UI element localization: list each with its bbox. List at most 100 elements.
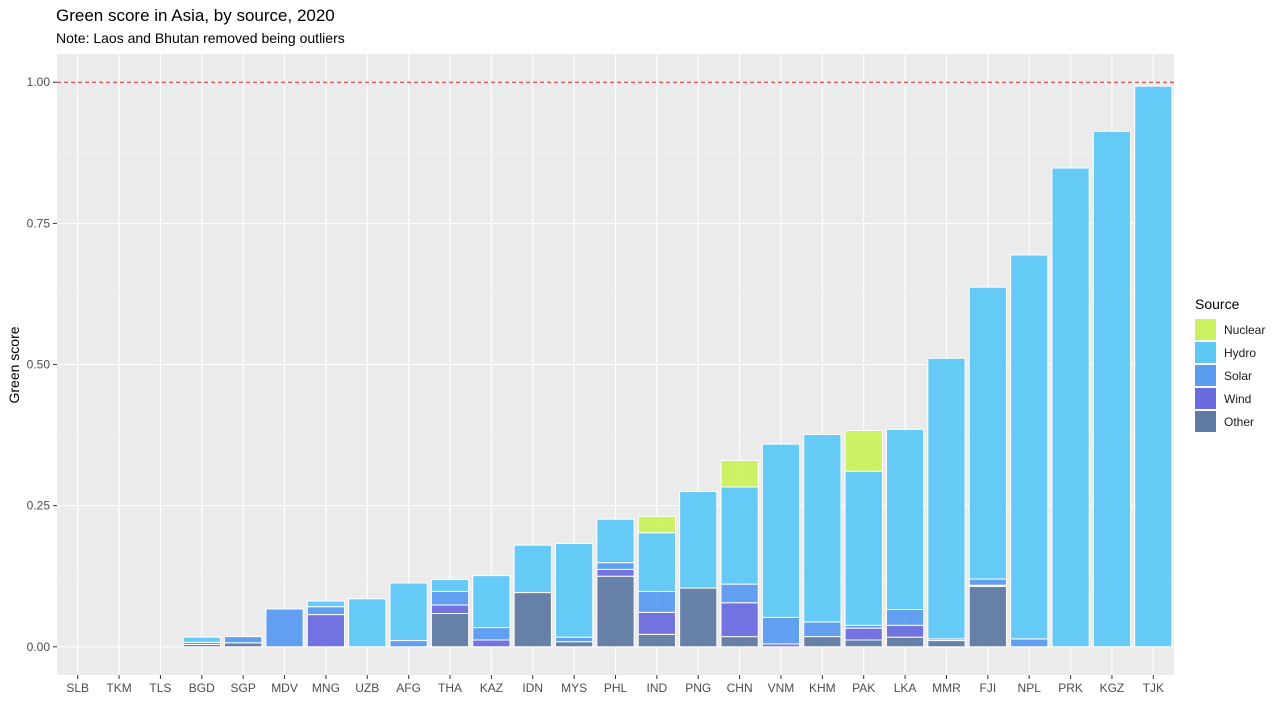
- bar-hydro-phl: [596, 518, 635, 564]
- legend-key-solar: [1195, 365, 1216, 386]
- bar-other-mmr: [927, 640, 966, 648]
- legend-label: Other: [1224, 414, 1255, 429]
- bar-wind-ind: [637, 611, 676, 635]
- bar-solar-mng: [306, 606, 346, 616]
- y-tick-label: 0.50: [27, 358, 51, 372]
- bar-other-phl: [596, 575, 635, 648]
- y-tick-label: 0.25: [27, 499, 51, 513]
- bar-solar-tha: [430, 590, 470, 606]
- bar-solar-kaz: [472, 627, 511, 641]
- bar-wind-phl: [596, 568, 635, 577]
- chart-title: Green score in Asia, by source, 2020: [56, 6, 335, 25]
- x-tick-label: MNG: [312, 681, 340, 695]
- legend-key-other: [1195, 411, 1216, 432]
- bar-hydro-vnm: [761, 443, 801, 618]
- bar-solar-ind: [637, 590, 676, 613]
- bar-nuclear-chn: [720, 459, 759, 488]
- bar-hydro-mmr: [927, 357, 966, 640]
- bar-hydro-tjk: [1134, 85, 1173, 648]
- bar-wind-lka: [885, 624, 925, 638]
- x-tick-label: BGD: [189, 681, 215, 695]
- bar-other-mys: [555, 641, 594, 648]
- bar-solar-khm: [803, 621, 842, 638]
- x-tick-label: LKA: [894, 681, 917, 695]
- bar-hydro-uzb: [348, 598, 387, 648]
- legend-label: Hydro: [1224, 345, 1257, 360]
- y-tick-label: 0.75: [27, 216, 51, 230]
- legend-key-wind: [1195, 388, 1216, 409]
- bar-hydro-pak: [844, 470, 883, 626]
- x-tick-label: KAZ: [480, 681, 503, 695]
- x-tick-label: PHL: [604, 681, 628, 695]
- legend-item-hydro: Hydro: [1195, 341, 1265, 364]
- bar-hydro-lka: [885, 428, 925, 611]
- x-tick-label: PNG: [685, 681, 711, 695]
- x-tick-label: FJI: [979, 681, 996, 695]
- x-tick-label: VNM: [768, 681, 795, 695]
- bar-solar-mys: [555, 636, 594, 643]
- bar-solar-vnm: [761, 616, 801, 645]
- x-tick-label: NPL: [1018, 681, 1042, 695]
- x-tick-label: PRK: [1058, 681, 1083, 695]
- legend-title: Source: [1195, 296, 1240, 312]
- x-tick-label: CHN: [727, 681, 753, 695]
- x-tick-label: SGP: [230, 681, 255, 695]
- bar-wind-chn: [720, 602, 759, 638]
- bar-solar-mdv: [265, 608, 304, 648]
- bar-hydro-idn: [513, 544, 552, 594]
- bar-hydro-npl: [1010, 254, 1049, 640]
- bar-nuclear-ind: [637, 515, 676, 534]
- bar-hydro-png: [679, 491, 718, 589]
- bar-hydro-ind: [637, 532, 676, 592]
- legend-item-wind: Wind: [1195, 387, 1265, 410]
- x-tick-label: MDV: [271, 681, 298, 695]
- bar-solar-sgp: [224, 636, 263, 644]
- bar-wind-pak: [844, 627, 883, 641]
- bar-hydro-kaz: [472, 575, 511, 629]
- legend-label: Nuclear: [1224, 322, 1266, 337]
- x-tick-label: SLB: [66, 681, 89, 695]
- x-tick-label: KGZ: [1100, 681, 1125, 695]
- bar-hydro-khm: [803, 434, 842, 623]
- bar-other-ind: [637, 633, 676, 648]
- bar-other-sgp: [224, 642, 263, 648]
- x-tick-label: MMR: [932, 681, 961, 695]
- x-tick-label: THA: [438, 681, 462, 695]
- chart-subtitle: Note: Laos and Bhutan removed being outl…: [56, 30, 345, 46]
- x-tick-label: AFG: [396, 681, 421, 695]
- bar-solar-lka: [885, 609, 925, 626]
- bar-hydro-afg: [389, 582, 428, 642]
- x-tick-label: TLS: [149, 681, 171, 695]
- y-tick-label: 0.00: [27, 640, 51, 654]
- bar-wind-mng: [306, 614, 346, 648]
- legend-item-solar: Solar: [1195, 364, 1265, 387]
- x-tick-label: IND: [647, 681, 668, 695]
- bar-solar-npl: [1010, 638, 1049, 648]
- legend-key-nuclear: [1195, 319, 1216, 340]
- bar-hydro-mys: [555, 542, 594, 638]
- bar-hydro-kgz: [1092, 130, 1132, 648]
- x-tick-label: TKM: [106, 681, 131, 695]
- legend: Source Nuclear Hydro Solar Wind Other: [1195, 296, 1265, 433]
- bar-other-pak: [844, 639, 883, 648]
- legend-item-nuclear: Nuclear: [1195, 318, 1265, 341]
- bar-other-fji: [968, 585, 1007, 648]
- bar-hydro-tha: [430, 579, 470, 592]
- bar-hydro-chn: [720, 486, 759, 585]
- bar-wind-kaz: [472, 639, 511, 648]
- bar-hydro-mng: [306, 600, 346, 608]
- x-tick-label: UZB: [355, 681, 379, 695]
- bar-solar-phl: [596, 562, 635, 570]
- bar-other-tha: [430, 612, 470, 648]
- bar-solar-fji: [968, 578, 1007, 586]
- bar-nuclear-pak: [844, 430, 883, 472]
- legend-key-hydro: [1195, 342, 1216, 363]
- legend-label: Solar: [1224, 368, 1253, 383]
- x-tick-label: MYS: [561, 681, 587, 695]
- bar-other-khm: [803, 636, 842, 648]
- x-tick-label: KHM: [809, 681, 836, 695]
- bar-hydro-bgd: [182, 636, 221, 643]
- legend-items: Nuclear Hydro Solar Wind Other: [1195, 318, 1265, 433]
- bar-hydro-prk: [1051, 167, 1090, 648]
- legend-item-other: Other: [1195, 410, 1265, 433]
